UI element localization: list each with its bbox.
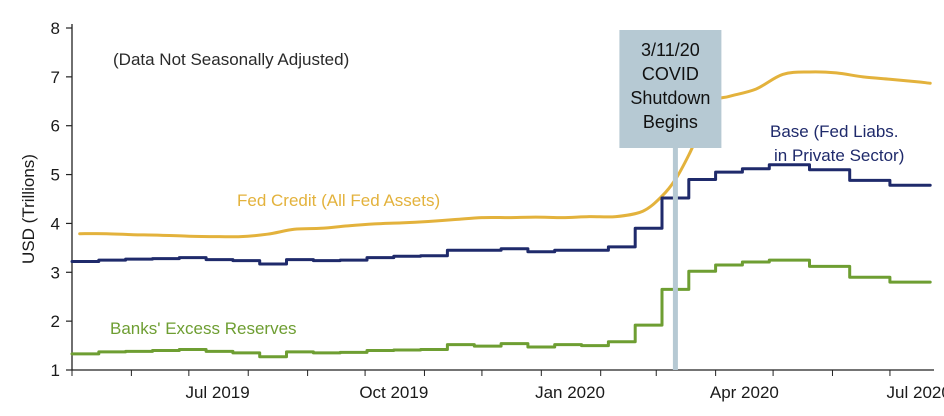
event-label-line: Shutdown	[630, 88, 710, 108]
event-label-line: Begins	[643, 112, 698, 132]
note-text: (Data Not Seasonally Adjusted)	[113, 50, 349, 69]
series-label-base-line: in Private Sector)	[774, 146, 904, 165]
x-tick-label: Jul 2020	[887, 383, 944, 402]
event-label-line: 3/11/20	[641, 40, 700, 60]
event-marker: 3/11/20 COVID Shutdown Begins	[619, 30, 722, 370]
series-line-base	[70, 163, 932, 266]
axes: 1 2 3 4 5 6 7 8 USD (Trillions) Jul 2019 Oct 2019 J…	[19, 19, 944, 402]
series-lines	[70, 70, 932, 359]
x-tick-label: Jan 2020	[535, 383, 605, 402]
series-label-fed-credit: Fed Credit (All Fed Assets)	[237, 191, 440, 210]
event-line	[672, 148, 678, 370]
series-label-base: Base (Fed Liabs. in Private Sector)	[770, 122, 904, 165]
event-label-line: COVID	[642, 64, 699, 84]
x-tick-label: Oct 2019	[359, 383, 428, 402]
series-label-excess-reserves: Banks' Excess Reserves	[110, 319, 297, 338]
x-tick-label: Apr 2020	[710, 383, 779, 402]
series-line-excess-reserves	[70, 258, 932, 359]
y-tick-label: 3	[51, 263, 60, 282]
series-line-fed-credit	[78, 70, 932, 239]
event-box	[619, 30, 722, 148]
y-tick-label: 6	[51, 117, 60, 136]
x-tick-label: Jul 2019	[185, 383, 249, 402]
y-tick-label: 8	[51, 19, 60, 38]
y-tick-label: 1	[51, 361, 60, 380]
annotations: (Data Not Seasonally Adjusted) Fed Credit…	[110, 50, 904, 338]
y-tick-label: 5	[51, 166, 60, 185]
y-tick-label: 7	[51, 68, 60, 87]
y-tick-label: 2	[51, 312, 60, 331]
event-label: 3/11/20 COVID Shutdown Begins	[630, 40, 710, 132]
y-axis-title: USD (Trillions)	[19, 154, 38, 264]
series-label-base-line: Base (Fed Liabs.	[770, 122, 899, 141]
y-tick-label: 4	[51, 214, 60, 233]
